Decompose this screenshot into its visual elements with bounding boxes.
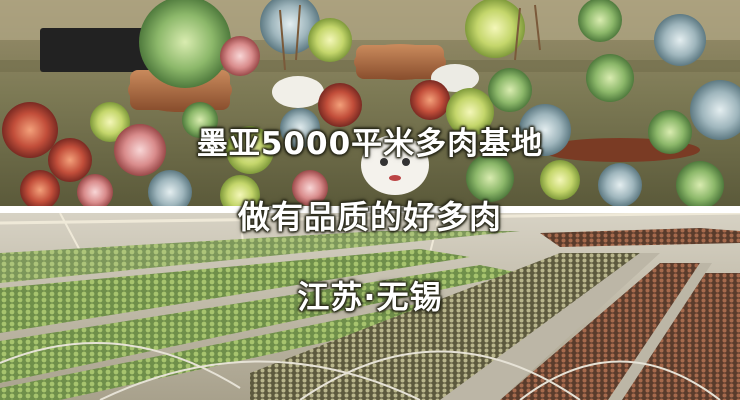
succulent-pots-photo xyxy=(0,0,740,206)
banner-headline: 墨亚5000平米多肉基地 xyxy=(196,126,544,162)
photo-divider xyxy=(0,206,740,213)
banner-location: 江苏·无锡 xyxy=(297,278,443,316)
greenhouse-photo xyxy=(0,213,740,400)
banner-slogan: 做有品质的好多肉 xyxy=(237,198,502,236)
